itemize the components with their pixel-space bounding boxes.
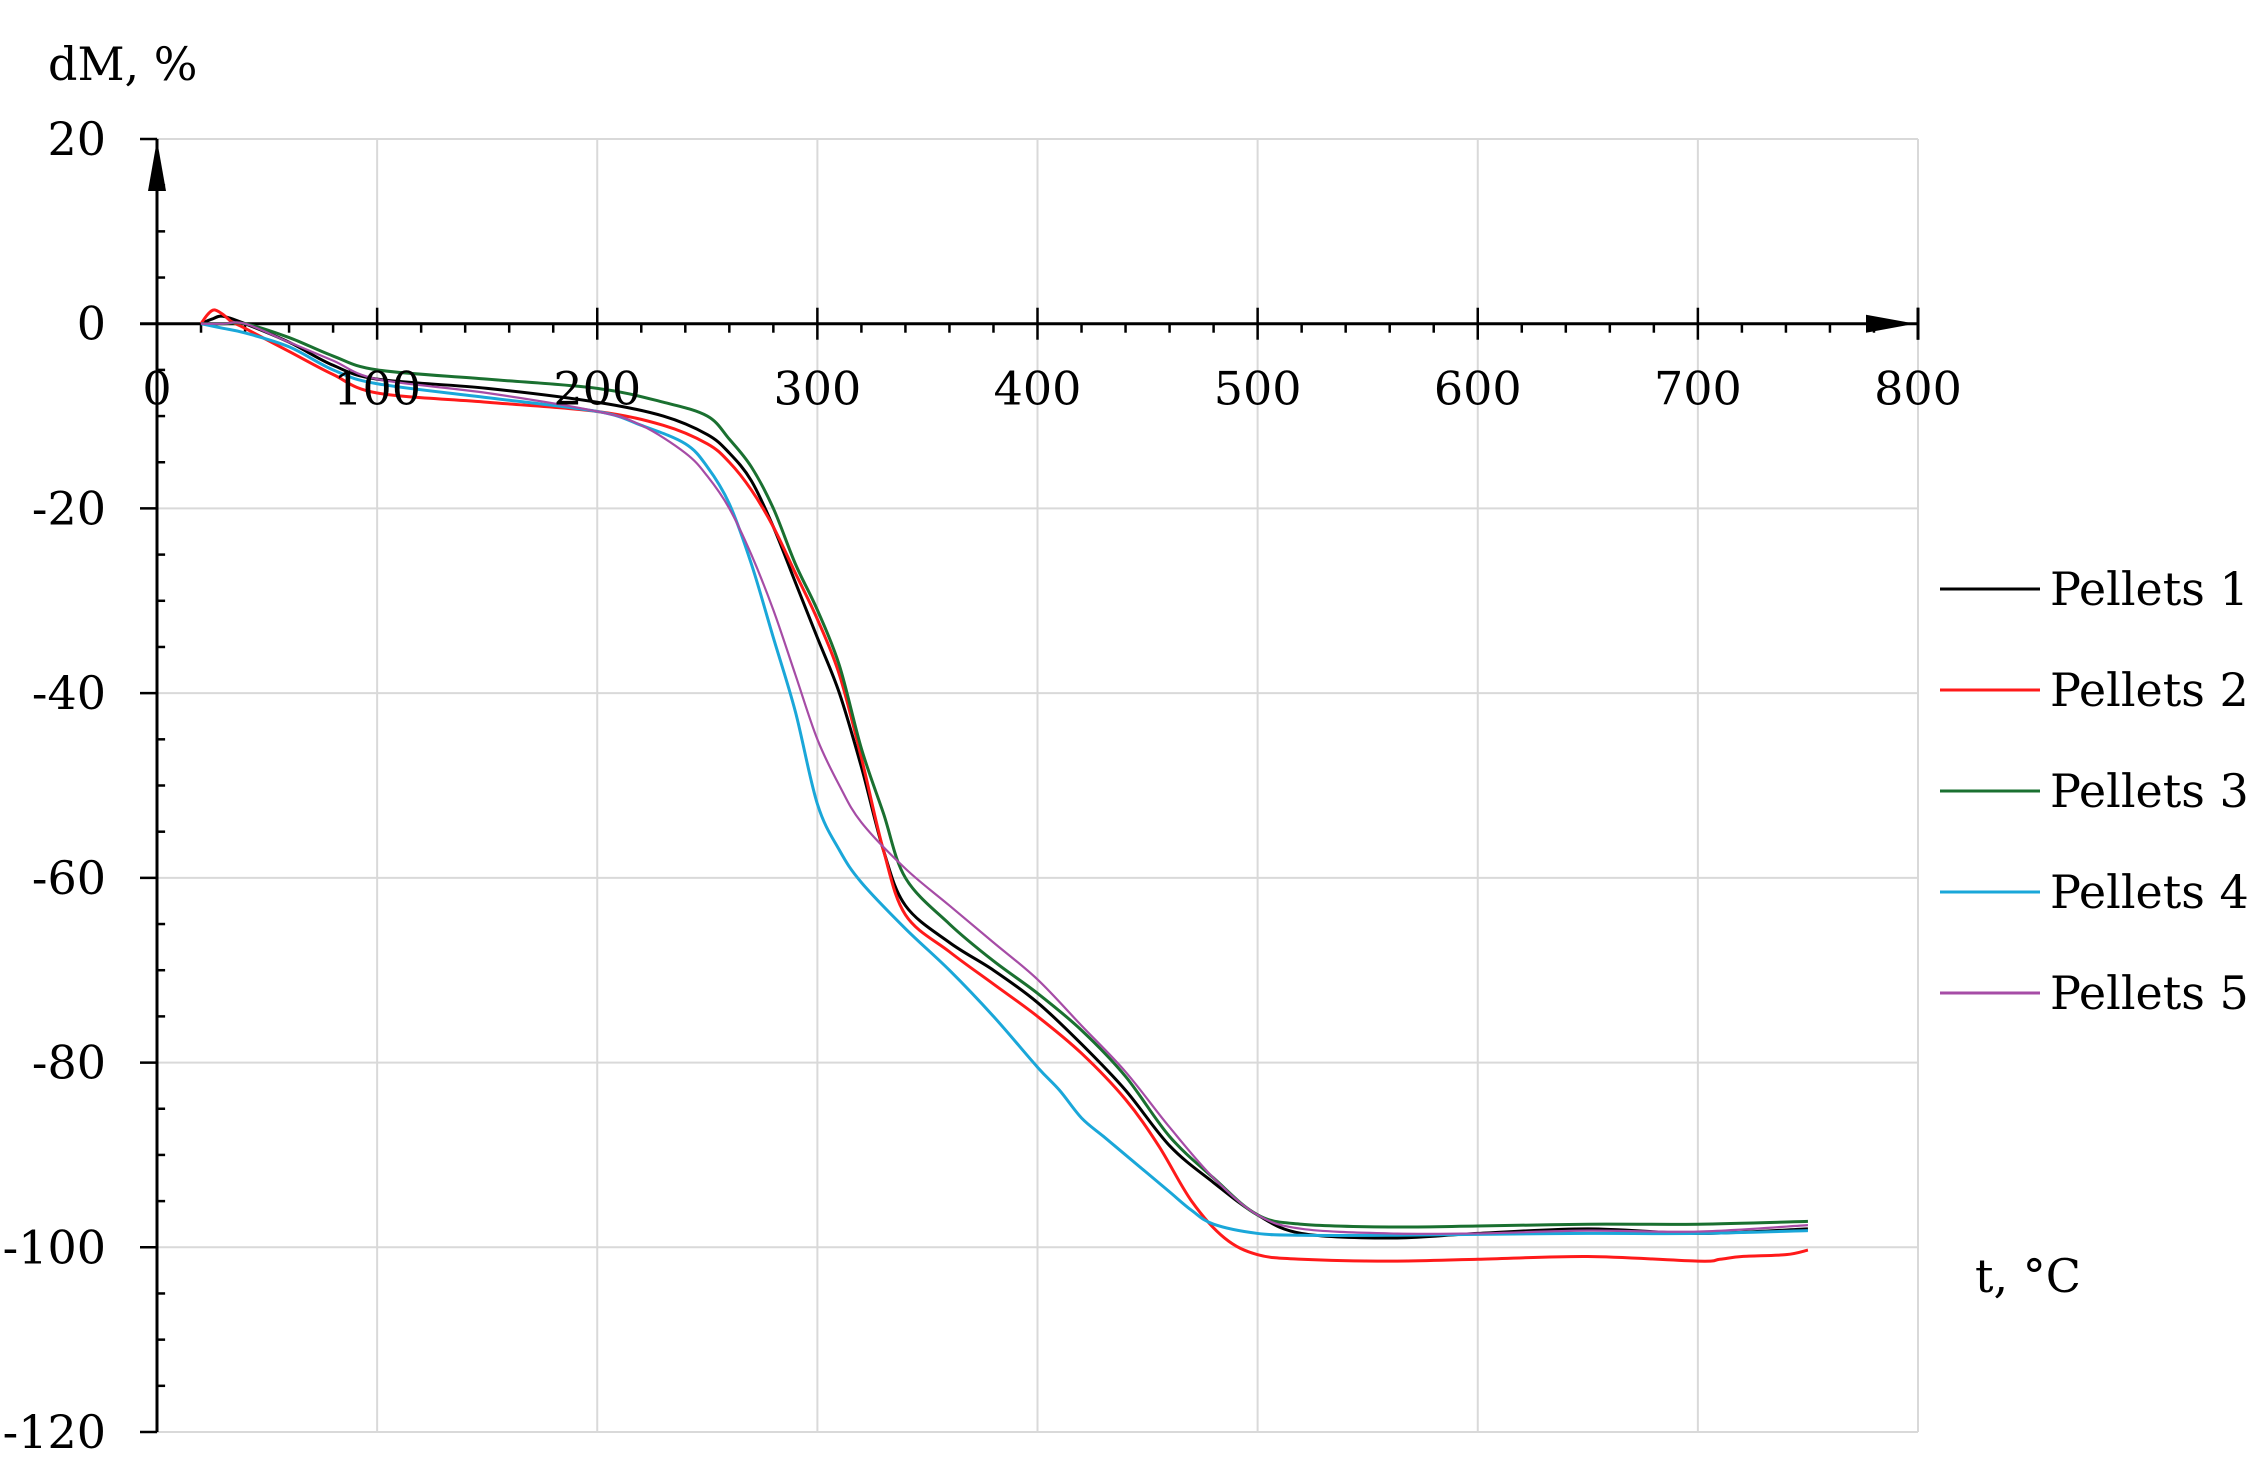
x-tick-label: 300 (773, 362, 861, 416)
series-line-5 (201, 321, 1809, 1235)
x-tick-label: 500 (1214, 362, 1302, 416)
tick-labels: 0 100 200 300 400 500 600 700 800200-20-40-60-80… (3, 112, 1962, 1459)
series-line-1 (200, 314, 1809, 1240)
legend-label-4: Pellets 4 (2050, 865, 2248, 919)
legend-label-2: Pellets 2 (2050, 663, 2248, 717)
legend: Pellets 1 Pellets 2 Pellets 3 Pellets 4 Pell… (1940, 562, 2248, 1020)
legend-label-3: Pellets 3 (2050, 764, 2248, 818)
x-tick-label: 600 (1434, 362, 1522, 416)
y-tick-label: -60 (32, 851, 106, 905)
x-tick-label: 700 (1654, 362, 1742, 416)
x-tick-label: 0 (142, 362, 171, 416)
y-tick-label: -20 (32, 481, 106, 535)
legend-label-1: Pellets 1 (2050, 562, 2248, 616)
x-tick-label: 100 (333, 362, 421, 416)
axes (140, 137, 1920, 1434)
y-tick-label: -80 (32, 1036, 106, 1090)
y-tick-label: -40 (32, 666, 106, 720)
y-tick-label: -120 (3, 1405, 106, 1459)
x-axis-arrow (1866, 314, 1915, 333)
y-tick-label: 0 (77, 297, 106, 351)
x-tick-label: 800 (1874, 362, 1962, 416)
grid (140, 138, 1919, 1433)
x-axis-label: t, °C (1975, 1249, 2081, 1303)
x-tick-label: 200 (553, 362, 641, 416)
series-line-2 (199, 308, 1809, 1263)
series-line-4 (200, 322, 1808, 1237)
y-axis-arrow (148, 140, 166, 191)
series-lines (199, 308, 1809, 1263)
y-tick-label: 20 (47, 112, 106, 166)
x-tick-label: 400 (994, 362, 1082, 416)
y-axis-label: dM, % (48, 37, 198, 91)
legend-label-5: Pellets 5 (2050, 966, 2248, 1020)
y-tick-label: -100 (3, 1220, 106, 1274)
series-line-3 (201, 321, 1808, 1229)
